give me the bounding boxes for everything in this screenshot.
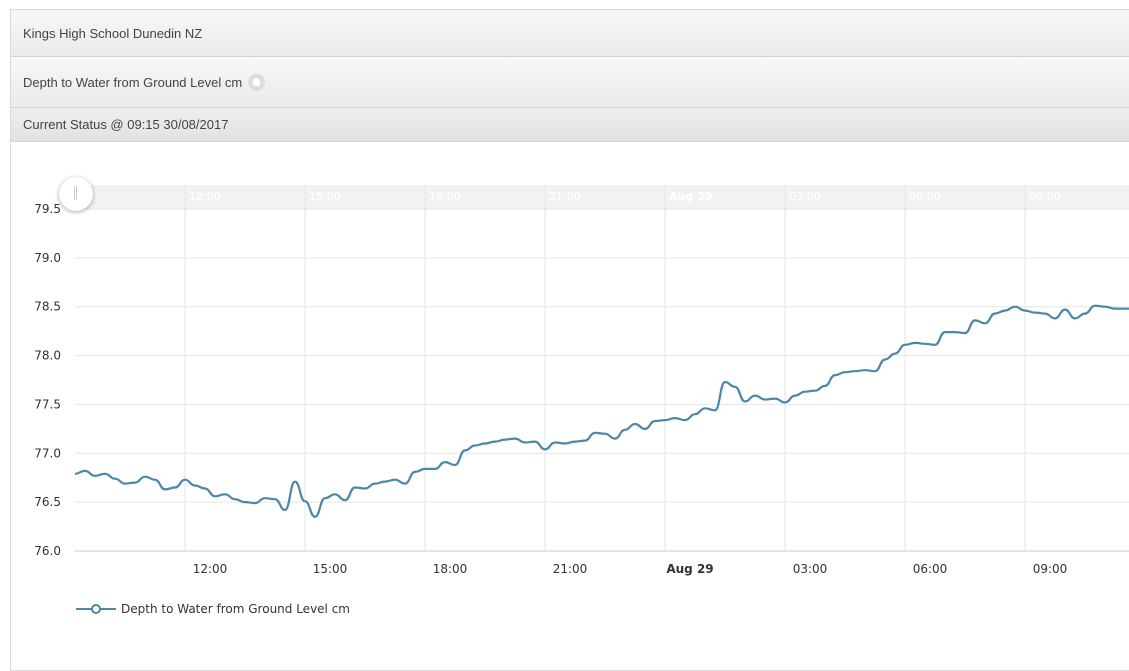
x-tick-label: 03:00	[793, 562, 828, 576]
x-tick-label: Aug 29	[666, 562, 713, 576]
navigator-label: 18:00	[429, 190, 461, 203]
y-tick-label: 78.0	[34, 349, 61, 363]
navigator-label: 12:00	[189, 190, 221, 203]
y-tick-label: 77.5	[34, 397, 61, 411]
x-tick-label: 06:00	[913, 562, 948, 576]
chart-panel: Kings High School Dunedin NZ Depth to Wa…	[10, 9, 1129, 671]
range-handle[interactable]	[59, 177, 93, 211]
navigator-label: 15:00	[309, 190, 341, 203]
x-tick-label: 09:00	[1033, 562, 1068, 576]
y-tick-label: 77.0	[34, 446, 61, 460]
navigator-label: 06:00	[909, 190, 941, 203]
navigator-label: 21:00	[549, 190, 581, 203]
x-tick-label: 15:00	[313, 562, 348, 576]
x-tick-label: 12:00	[193, 562, 228, 576]
status-text: Current Status @ 09:15 30/08/2017	[23, 117, 229, 132]
series-line	[74, 304, 1129, 518]
x-tick-label: 21:00	[553, 562, 588, 576]
y-tick-label: 76.0	[34, 544, 61, 558]
chart-legend[interactable]: Depth to Water from Ground Level cm	[76, 602, 350, 616]
site-title: Kings High School Dunedin NZ	[23, 25, 203, 41]
navigator-label: 03:00	[789, 190, 821, 203]
measure-title-bar: Depth to Water from Ground Level cm	[11, 57, 1129, 108]
y-tick-label: 79.5	[34, 202, 61, 216]
status-bar: Current Status @ 09:15 30/08/2017	[11, 108, 1129, 142]
y-tick-label: 79.0	[34, 251, 61, 265]
measure-title: Depth to Water from Ground Level cm	[23, 74, 243, 90]
navigator-label: Aug 29	[669, 190, 712, 203]
help-icon[interactable]	[248, 73, 266, 91]
site-title-bar: Kings High School Dunedin NZ	[11, 10, 1129, 57]
x-tick-label: 18:00	[433, 562, 468, 576]
y-tick-label: 78.5	[34, 300, 61, 314]
navigator-label: 09:00	[1029, 190, 1061, 203]
navigator-band	[75, 185, 1129, 209]
y-tick-label: 76.5	[34, 495, 61, 509]
legend-label: Depth to Water from Ground Level cm	[121, 602, 350, 616]
legend-line-marker	[76, 604, 116, 614]
